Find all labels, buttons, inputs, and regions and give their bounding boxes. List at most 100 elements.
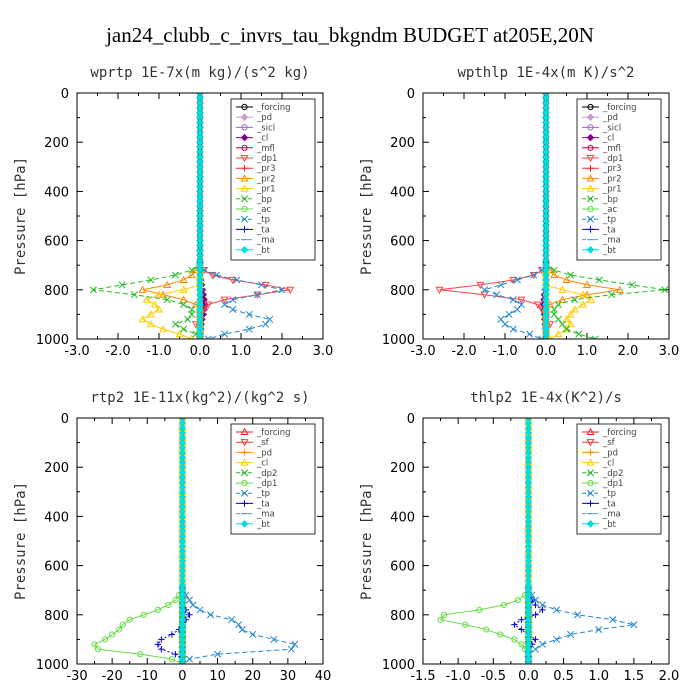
- series-point: [165, 601, 172, 609]
- series-point: [147, 276, 155, 284]
- y-tick-label: 400: [390, 185, 415, 200]
- series-point: [538, 335, 546, 339]
- series-line: [199, 93, 283, 339]
- legend-marker: [240, 520, 249, 528]
- legend-label: _dp1: [256, 479, 277, 489]
- series-point: [184, 315, 192, 323]
- series-point: [595, 626, 603, 634]
- legend-label: _ta: [256, 225, 270, 235]
- panel-title: wpthlp 1E-4x(m K)/s^2: [457, 65, 634, 81]
- legend-marker: [587, 124, 594, 131]
- series-point: [476, 606, 483, 613]
- series-point: [570, 305, 579, 313]
- legend-item: _pr1: [582, 184, 622, 195]
- legend-item: _bt: [236, 246, 271, 256]
- legend-item: _bt: [582, 520, 617, 530]
- y-tick-label: 200: [390, 136, 415, 151]
- y-tick-label: 0: [61, 87, 69, 102]
- legend-marker: [587, 500, 594, 507]
- legend-marker: [240, 469, 249, 477]
- series-point: [116, 626, 123, 633]
- series-point: [518, 641, 525, 648]
- legend: _forcing_sf_pd_cl_dp2_dp1_tp_ta_ma_bt: [230, 423, 316, 535]
- series-point: [158, 646, 165, 653]
- legend-marker: [241, 449, 248, 456]
- series-point: [291, 640, 299, 648]
- legend-item: _tp: [582, 215, 616, 225]
- x-tick-label: 30: [280, 669, 297, 684]
- legend-marker: [241, 124, 248, 131]
- series-point: [480, 291, 489, 299]
- series-point: [118, 281, 126, 289]
- legend-label: _tp: [602, 489, 616, 499]
- x-tick-label: 3.0: [313, 344, 334, 359]
- legend-label: _pd: [256, 113, 272, 123]
- series-point: [130, 291, 138, 299]
- series-line: [141, 93, 201, 339]
- legend-marker: [240, 246, 249, 254]
- legend-marker: [587, 226, 594, 233]
- legend-marker: [240, 439, 249, 447]
- series-point: [200, 266, 208, 274]
- series-point: [228, 276, 237, 285]
- series-point: [109, 631, 116, 638]
- series-point: [178, 581, 187, 590]
- legend-marker: [587, 103, 594, 111]
- legend-item: _sf: [582, 438, 616, 448]
- series-point: [493, 291, 501, 299]
- y-tick-label: 1000: [382, 333, 415, 348]
- panel-4: thlp2 1E-4x(K^2)/s Pressure [hPa] -1.5 -1.0…: [359, 390, 679, 684]
- legend-label: _forcing: [602, 428, 637, 438]
- legend-marker: [240, 215, 249, 223]
- series-point: [228, 616, 236, 624]
- series-point: [587, 295, 596, 303]
- y-tick-label: 800: [44, 609, 69, 624]
- legend-label: _pr2: [602, 174, 622, 184]
- series-point: [245, 310, 253, 318]
- legend-item: _cl: [582, 458, 614, 469]
- series-point: [188, 266, 196, 274]
- series-point: [221, 301, 229, 309]
- series-point: [511, 621, 518, 628]
- legend-marker: [586, 195, 595, 203]
- legend-marker: [240, 184, 249, 192]
- series-point: [562, 325, 571, 333]
- series-point: [628, 281, 636, 289]
- legend-marker: [587, 144, 594, 151]
- legend-item: _pd: [236, 113, 272, 123]
- legend-item: _dp1: [236, 479, 277, 489]
- x-tick-label: -3.0: [64, 344, 89, 359]
- series-point: [608, 291, 616, 299]
- x-tick-label: -1.0: [146, 344, 171, 359]
- plot-area: [435, 93, 669, 339]
- legend-marker: [587, 449, 594, 456]
- legend-item: _pr3: [236, 164, 276, 174]
- legend-marker: [587, 205, 594, 213]
- series-point: [571, 296, 579, 304]
- series-point: [172, 650, 179, 658]
- series-point: [286, 286, 295, 295]
- legend-item: _mfl: [236, 144, 275, 154]
- legend-label: _pr1: [256, 185, 276, 195]
- series-point: [249, 630, 257, 639]
- series-bt: [196, 93, 204, 339]
- series-point: [154, 606, 161, 613]
- series-point: [221, 330, 229, 338]
- legend-label: _pd: [602, 448, 618, 458]
- series-point: [238, 626, 246, 634]
- series-point: [206, 611, 215, 619]
- legend-item: _dp1: [582, 154, 623, 164]
- legend-marker: [240, 458, 249, 466]
- legend-marker: [240, 133, 249, 142]
- series-point: [102, 636, 109, 643]
- legend-label: _tp: [256, 215, 270, 225]
- series-point: [517, 301, 525, 309]
- series-point: [138, 285, 147, 293]
- series-point: [188, 310, 196, 318]
- legend-item: _bt: [582, 246, 617, 256]
- y-tick-label: 400: [44, 510, 69, 525]
- series-line: [482, 93, 547, 339]
- series-point: [178, 660, 187, 664]
- series-bp: [89, 93, 204, 339]
- series-point: [566, 320, 575, 328]
